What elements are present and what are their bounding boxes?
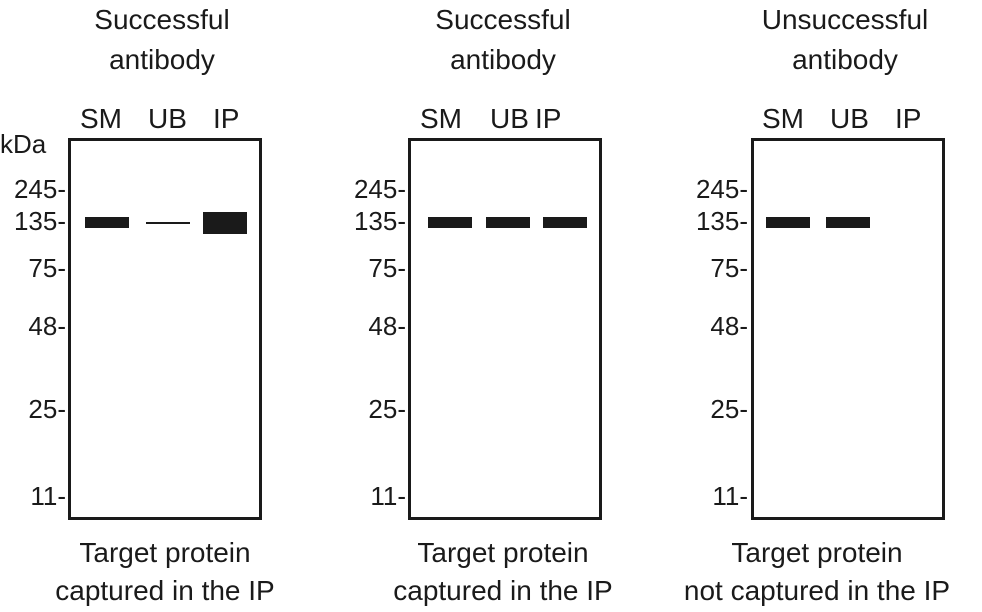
- marker-label: 135-: [695, 206, 748, 236]
- caption-line-2: not captured in the IP: [683, 575, 951, 606]
- marker-label: 245-: [695, 174, 748, 204]
- marker-label: 135-: [353, 206, 406, 236]
- marker-label: 48-: [710, 311, 748, 341]
- caption-line-2: captured in the IP: [55, 575, 275, 606]
- lane-label-ub: UB: [490, 103, 529, 134]
- marker-label: 11-: [30, 481, 66, 511]
- marker-label: 25-: [28, 394, 66, 424]
- caption-line-2: captured in the IP: [393, 575, 613, 606]
- gel-frame: [408, 138, 602, 520]
- marker-label: 48-: [28, 311, 66, 341]
- panel-caption: Target protein captured in the IP: [0, 534, 330, 610]
- panel-title: Successful antibody: [383, 0, 623, 80]
- lane-label-sm: SM: [420, 103, 462, 134]
- gel-frame: [68, 138, 262, 520]
- lane-label-ub: UB: [830, 103, 869, 134]
- gel-frame: [751, 138, 945, 520]
- marker-label: 25-: [368, 394, 406, 424]
- blot-panel-1: Successful antibody kDa SM UB IP 245- 13…: [0, 0, 330, 612]
- blot-panel-3: Unsuccessful antibody SM UB IP 245- 135-…: [652, 0, 982, 612]
- band-ip: [203, 212, 247, 234]
- band-sm: [428, 217, 472, 228]
- band-ip: [543, 217, 587, 228]
- marker-label: 11-: [712, 481, 748, 511]
- kda-label: kDa: [0, 129, 47, 159]
- lane-label-sm: SM: [80, 103, 122, 134]
- panel-title-line-2: antibody: [109, 44, 215, 75]
- marker-label: 11-: [370, 481, 406, 511]
- marker-label: 245-: [353, 174, 406, 204]
- caption-line-1: Target protein: [417, 537, 589, 568]
- marker-label: 135-: [13, 206, 66, 236]
- lane-label-ip: IP: [213, 103, 240, 134]
- marker-label: 75-: [710, 253, 748, 283]
- marker-label: 25-: [710, 394, 748, 424]
- lane-label-sm: SM: [762, 103, 804, 134]
- panel-title-line-2: antibody: [792, 44, 898, 75]
- marker-label: 245-: [13, 174, 66, 204]
- panel-title-line-1: Unsuccessful: [761, 4, 929, 35]
- lane-label-ip: IP: [895, 103, 922, 134]
- panel-title: Unsuccessful antibody: [725, 0, 965, 80]
- panel-caption: Target protein captured in the IP: [338, 534, 668, 610]
- band-ub: [146, 222, 190, 224]
- band-sm: [766, 217, 810, 228]
- panel-title-line-1: Successful: [435, 4, 571, 35]
- blot-panel-2: Successful antibody SM UB IP 245- 135- 7…: [338, 0, 668, 612]
- lane-label-ip: IP: [535, 103, 562, 134]
- panel-title-line-2: antibody: [450, 44, 556, 75]
- marker-label: 75-: [368, 253, 406, 283]
- band-sm: [85, 217, 129, 228]
- panel-title-line-1: Successful: [94, 4, 230, 35]
- caption-line-1: Target protein: [731, 537, 903, 568]
- band-ub: [486, 217, 530, 228]
- panel-title: Successful antibody: [42, 0, 282, 80]
- lane-label-ub: UB: [148, 103, 187, 134]
- band-ub: [826, 217, 870, 228]
- caption-line-1: Target protein: [79, 537, 251, 568]
- panel-caption: Target protein not captured in the IP: [652, 534, 982, 610]
- marker-label: 75-: [28, 253, 66, 283]
- marker-label: 48-: [368, 311, 406, 341]
